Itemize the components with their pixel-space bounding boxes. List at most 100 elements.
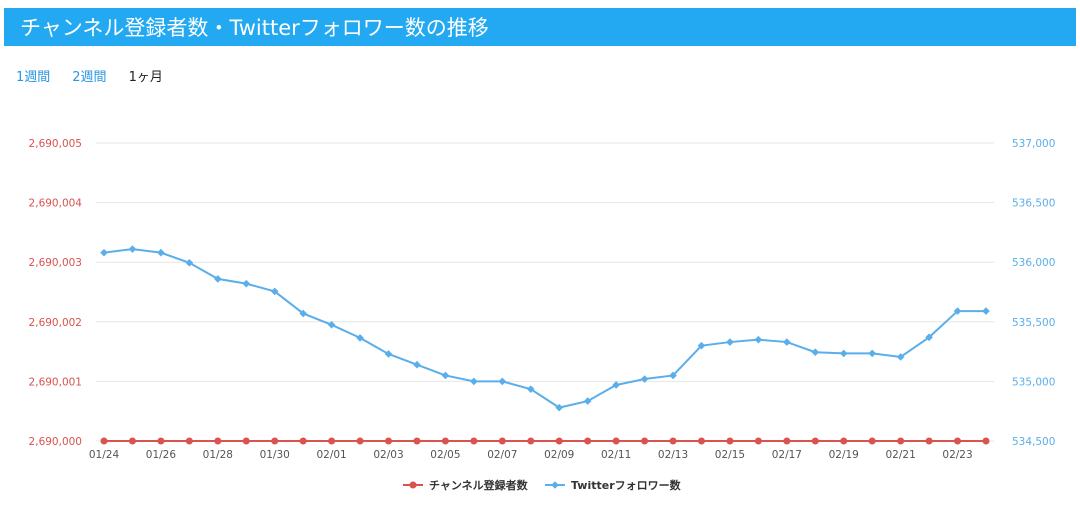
x-tick-label: 02/07 xyxy=(487,449,517,461)
data-point xyxy=(185,258,194,267)
x-tick-label: 02/15 xyxy=(715,449,745,461)
legend-twitter-label: Twitterフォロワー数 xyxy=(571,478,682,492)
x-tick-label: 02/11 xyxy=(601,449,631,461)
data-point xyxy=(128,245,137,253)
data-point xyxy=(783,437,791,445)
data-point xyxy=(441,371,450,380)
data-point xyxy=(669,371,677,380)
y-right-tick-label: 536,000 xyxy=(1012,257,1055,269)
x-tick-label: 02/23 xyxy=(942,449,972,461)
data-point xyxy=(100,437,108,445)
data-point xyxy=(470,437,478,445)
y-right-tick-label: 537,000 xyxy=(1012,138,1055,150)
y-left-tick-label: 2,690,000 xyxy=(29,436,82,448)
data-point xyxy=(697,341,706,350)
data-point xyxy=(726,437,734,445)
data-point xyxy=(214,437,222,445)
data-point xyxy=(498,377,507,386)
x-tick-label: 01/28 xyxy=(203,449,233,461)
y-left-tick-label: 2,690,001 xyxy=(29,376,82,388)
data-point xyxy=(157,248,165,257)
data-point xyxy=(811,348,820,356)
data-point xyxy=(897,437,905,445)
data-point xyxy=(327,320,336,329)
legend-subscribers-label: チャンネル登録者数 xyxy=(429,478,529,492)
data-point xyxy=(811,437,819,445)
data-point xyxy=(584,437,592,445)
x-tick-label: 02/21 xyxy=(886,449,916,461)
data-point xyxy=(385,437,393,445)
data-point xyxy=(470,377,478,386)
data-point xyxy=(640,375,649,383)
data-point xyxy=(299,437,307,445)
data-point xyxy=(925,437,933,445)
x-tick-label: 01/24 xyxy=(89,449,120,461)
data-point xyxy=(384,350,393,358)
page-title: チャンネル登録者数・Twitterフォロワー数の推移 xyxy=(20,16,489,40)
data-point xyxy=(271,437,279,445)
x-tick-label: 01/30 xyxy=(260,449,290,461)
tab-2-weeks[interactable]: 2週間 xyxy=(72,70,107,85)
x-tick-label: 02/17 xyxy=(772,449,802,461)
data-point xyxy=(356,437,364,445)
data-point xyxy=(526,385,535,393)
data-point xyxy=(527,437,535,445)
data-point xyxy=(925,333,933,342)
y-right-tick-label: 535,500 xyxy=(1012,317,1055,329)
x-tick-label: 02/19 xyxy=(829,449,859,461)
data-point xyxy=(185,437,193,445)
y-left-tick-label: 2,690,003 xyxy=(29,257,82,269)
data-point xyxy=(242,279,251,288)
y-right-tick-label: 536,500 xyxy=(1012,198,1055,210)
x-tick-label: 01/26 xyxy=(146,449,177,461)
data-point xyxy=(726,338,734,346)
period-tabs: 1週間 2週間 1ヶ月 xyxy=(16,66,163,85)
data-point xyxy=(754,437,762,445)
x-tick-label: 02/05 xyxy=(430,449,460,461)
data-point xyxy=(299,309,307,318)
page-header: チャンネル登録者数・Twitterフォロワー数の推移 xyxy=(4,8,1076,46)
data-point xyxy=(612,381,620,389)
y-right-tick-label: 535,000 xyxy=(1012,376,1055,388)
data-point xyxy=(214,275,222,283)
data-point xyxy=(242,437,250,445)
series-line xyxy=(103,248,986,409)
tab-1-week[interactable]: 1週間 xyxy=(16,70,51,85)
data-point xyxy=(328,437,336,445)
data-point xyxy=(555,403,564,412)
x-tick-label: 02/09 xyxy=(544,449,574,461)
y-left-tick-label: 2,690,004 xyxy=(29,198,83,210)
data-point xyxy=(100,248,108,257)
legend-subscribers-marker xyxy=(409,481,417,489)
data-point xyxy=(413,437,421,445)
data-point xyxy=(555,437,563,445)
y-left-tick-label: 2,690,005 xyxy=(29,138,82,150)
data-point xyxy=(128,437,136,445)
tab-1-month[interactable]: 1ヶ月 xyxy=(128,70,163,85)
data-point xyxy=(413,360,421,369)
data-point xyxy=(754,335,763,344)
data-point xyxy=(953,307,962,315)
data-point xyxy=(441,437,449,445)
data-point xyxy=(868,349,876,358)
y-left-tick-label: 2,690,002 xyxy=(29,317,82,329)
x-tick-label: 02/13 xyxy=(658,449,688,461)
data-point xyxy=(840,437,848,445)
data-point xyxy=(954,437,962,445)
x-tick-label: 02/01 xyxy=(316,449,346,461)
data-point xyxy=(839,349,848,358)
data-point xyxy=(583,397,592,405)
data-point xyxy=(498,437,506,445)
data-point xyxy=(157,437,165,445)
data-point xyxy=(982,307,990,315)
data-point xyxy=(270,287,279,296)
data-point xyxy=(356,334,364,342)
x-tick-label: 02/03 xyxy=(373,449,403,461)
y-right-tick-label: 534,500 xyxy=(1012,436,1055,448)
data-point xyxy=(783,338,791,346)
data-point xyxy=(641,437,649,445)
data-point xyxy=(982,437,990,445)
data-point xyxy=(697,437,705,445)
data-point xyxy=(669,437,677,445)
